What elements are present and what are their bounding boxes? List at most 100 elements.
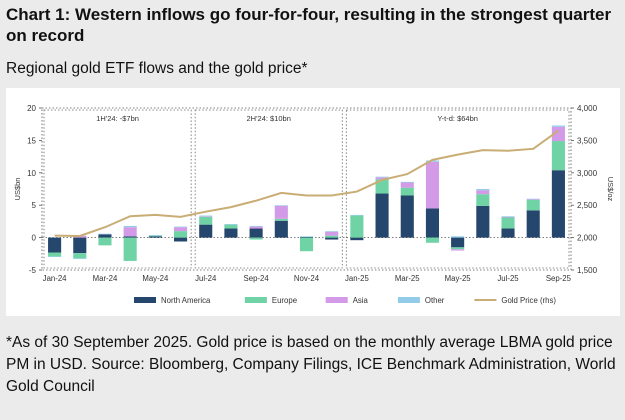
y-tick-label-1: 0	[32, 234, 37, 243]
legend-label-3: Other	[425, 296, 445, 305]
period-label-2: Y-t-d: $64bn	[437, 114, 478, 123]
bar-asia-13	[375, 177, 389, 180]
y-tick-label-0: -5	[29, 266, 37, 275]
x-tick-label-9: Jul-25	[497, 274, 519, 283]
y2-tick-label-0: 1,500	[577, 266, 598, 275]
y-axis-title: US$bn	[13, 178, 22, 201]
bar-other-20	[551, 125, 565, 127]
legend-label-0: North America	[161, 296, 211, 305]
bar-other-2	[98, 233, 112, 235]
bar-europe-19	[526, 200, 540, 211]
x-tick-label-10: Sep-25	[546, 274, 572, 283]
bar-north-america-20	[551, 170, 565, 238]
bar-europe-17	[476, 194, 490, 206]
bar-north-america-5	[173, 237, 188, 242]
bar-other-7	[224, 223, 238, 225]
bar-europe-11	[325, 235, 339, 238]
bar-asia-14	[400, 182, 414, 188]
bar-north-america-17	[476, 205, 490, 238]
bar-europe-10	[299, 237, 314, 252]
bar-north-america-16	[451, 237, 465, 248]
bar-europe-18	[501, 217, 515, 229]
bar-other-11	[325, 231, 339, 232]
bar-north-america-0	[48, 237, 62, 253]
x-tick-label-5: Nov-24	[294, 274, 320, 283]
footnote: *As of 30 September 2025. Gold price is …	[6, 334, 616, 395]
bar-other-19	[526, 198, 540, 200]
bar-other-3	[123, 225, 137, 228]
bar-asia-15	[425, 161, 440, 209]
bar-other-17	[476, 189, 490, 191]
bar-asia-20	[551, 126, 565, 142]
bar-europe-14	[400, 187, 414, 196]
legend-label-line: Gold Price (rhs)	[501, 296, 556, 305]
legend-swatch-1	[244, 297, 267, 303]
chart-panel: 1H'24: -$7bn 2H'24: $10bn Y-t-d: $64bn -5 0 5…	[6, 88, 620, 316]
bar-europe-1	[73, 253, 87, 259]
chart-title: Chart 1: Western inflows go four-for-fou…	[6, 5, 612, 45]
bar-north-america-8	[249, 228, 263, 238]
bar-europe-16	[451, 247, 465, 250]
bar-europe-15	[425, 237, 440, 243]
x-tick-label-3: Jul-24	[195, 274, 217, 283]
legend-label-1: Europe	[272, 296, 297, 305]
bar-north-america-3	[123, 236, 137, 238]
bar-north-america-4	[148, 236, 162, 238]
x-tick-label-7: Mar-25	[395, 274, 420, 283]
bar-other-6	[199, 215, 213, 217]
bar-europe-2	[98, 237, 112, 246]
y-tick-label-4: 15	[27, 136, 36, 145]
bar-europe-8	[249, 237, 263, 240]
bar-europe-20	[551, 141, 565, 171]
bar-other-4	[148, 235, 162, 236]
y2-tick-label-5: 4,000	[577, 104, 598, 113]
y2-tick-label-1: 2,000	[577, 234, 598, 243]
y-tick-label-2: 5	[32, 201, 37, 210]
y2-axis-title: US$/oz	[606, 177, 615, 202]
bar-other-12	[350, 214, 364, 216]
bar-other-14	[400, 181, 414, 183]
bar-asia-5	[173, 227, 188, 232]
y2-tick-label-3: 3,000	[577, 169, 598, 178]
bar-europe-9	[274, 218, 288, 221]
etf-flows-chart: 1H'24: -$7bn 2H'24: $10bn Y-t-d: $64bn -5 0 5…	[13, 104, 615, 305]
bar-other-9	[274, 205, 288, 206]
y-tick-label-3: 10	[27, 169, 36, 178]
bar-other-15	[425, 160, 440, 162]
chart-subtitle: Regional gold ETF flows and the gold pri…	[6, 60, 308, 77]
legend-swatch-0	[134, 297, 156, 303]
period-box-0	[43, 109, 192, 269]
bar-asia-6	[199, 216, 213, 217]
bar-north-america-11	[325, 237, 339, 240]
bar-north-america-14	[400, 195, 414, 238]
bar-other-5	[173, 226, 188, 228]
bar-other-13	[375, 176, 389, 178]
bar-europe-6	[199, 216, 213, 225]
bar-north-america-12	[350, 237, 364, 241]
bar-north-america-1	[73, 237, 87, 254]
bar-europe-3	[123, 237, 137, 261]
x-tick-label-1: Mar-24	[93, 274, 118, 283]
bar-europe-12	[350, 215, 364, 238]
bar-asia-9	[274, 205, 288, 219]
legend-swatch-3	[397, 297, 420, 303]
period-box-1	[194, 109, 343, 269]
bar-europe-4	[148, 235, 162, 237]
bar-north-america-18	[501, 228, 515, 238]
period-label-1: 2H'24: $10bn	[247, 114, 291, 123]
legend-swatch-2	[325, 297, 348, 303]
x-tick-label-6: Jan-25	[345, 274, 370, 283]
plot-frame	[41, 107, 572, 271]
gold-price-line	[54, 129, 559, 237]
bar-north-america-13	[375, 193, 389, 238]
period-box-2	[345, 109, 570, 269]
bar-asia-19	[526, 199, 540, 201]
bar-north-america-9	[274, 220, 288, 238]
bar-north-america-19	[526, 210, 540, 238]
bar-europe-0	[48, 252, 62, 257]
bar-north-america-2	[98, 234, 112, 238]
bar-north-america-7	[224, 228, 238, 238]
bar-other-8	[249, 225, 263, 227]
bar-other-10	[299, 236, 314, 237]
bar-europe-13	[375, 179, 389, 194]
